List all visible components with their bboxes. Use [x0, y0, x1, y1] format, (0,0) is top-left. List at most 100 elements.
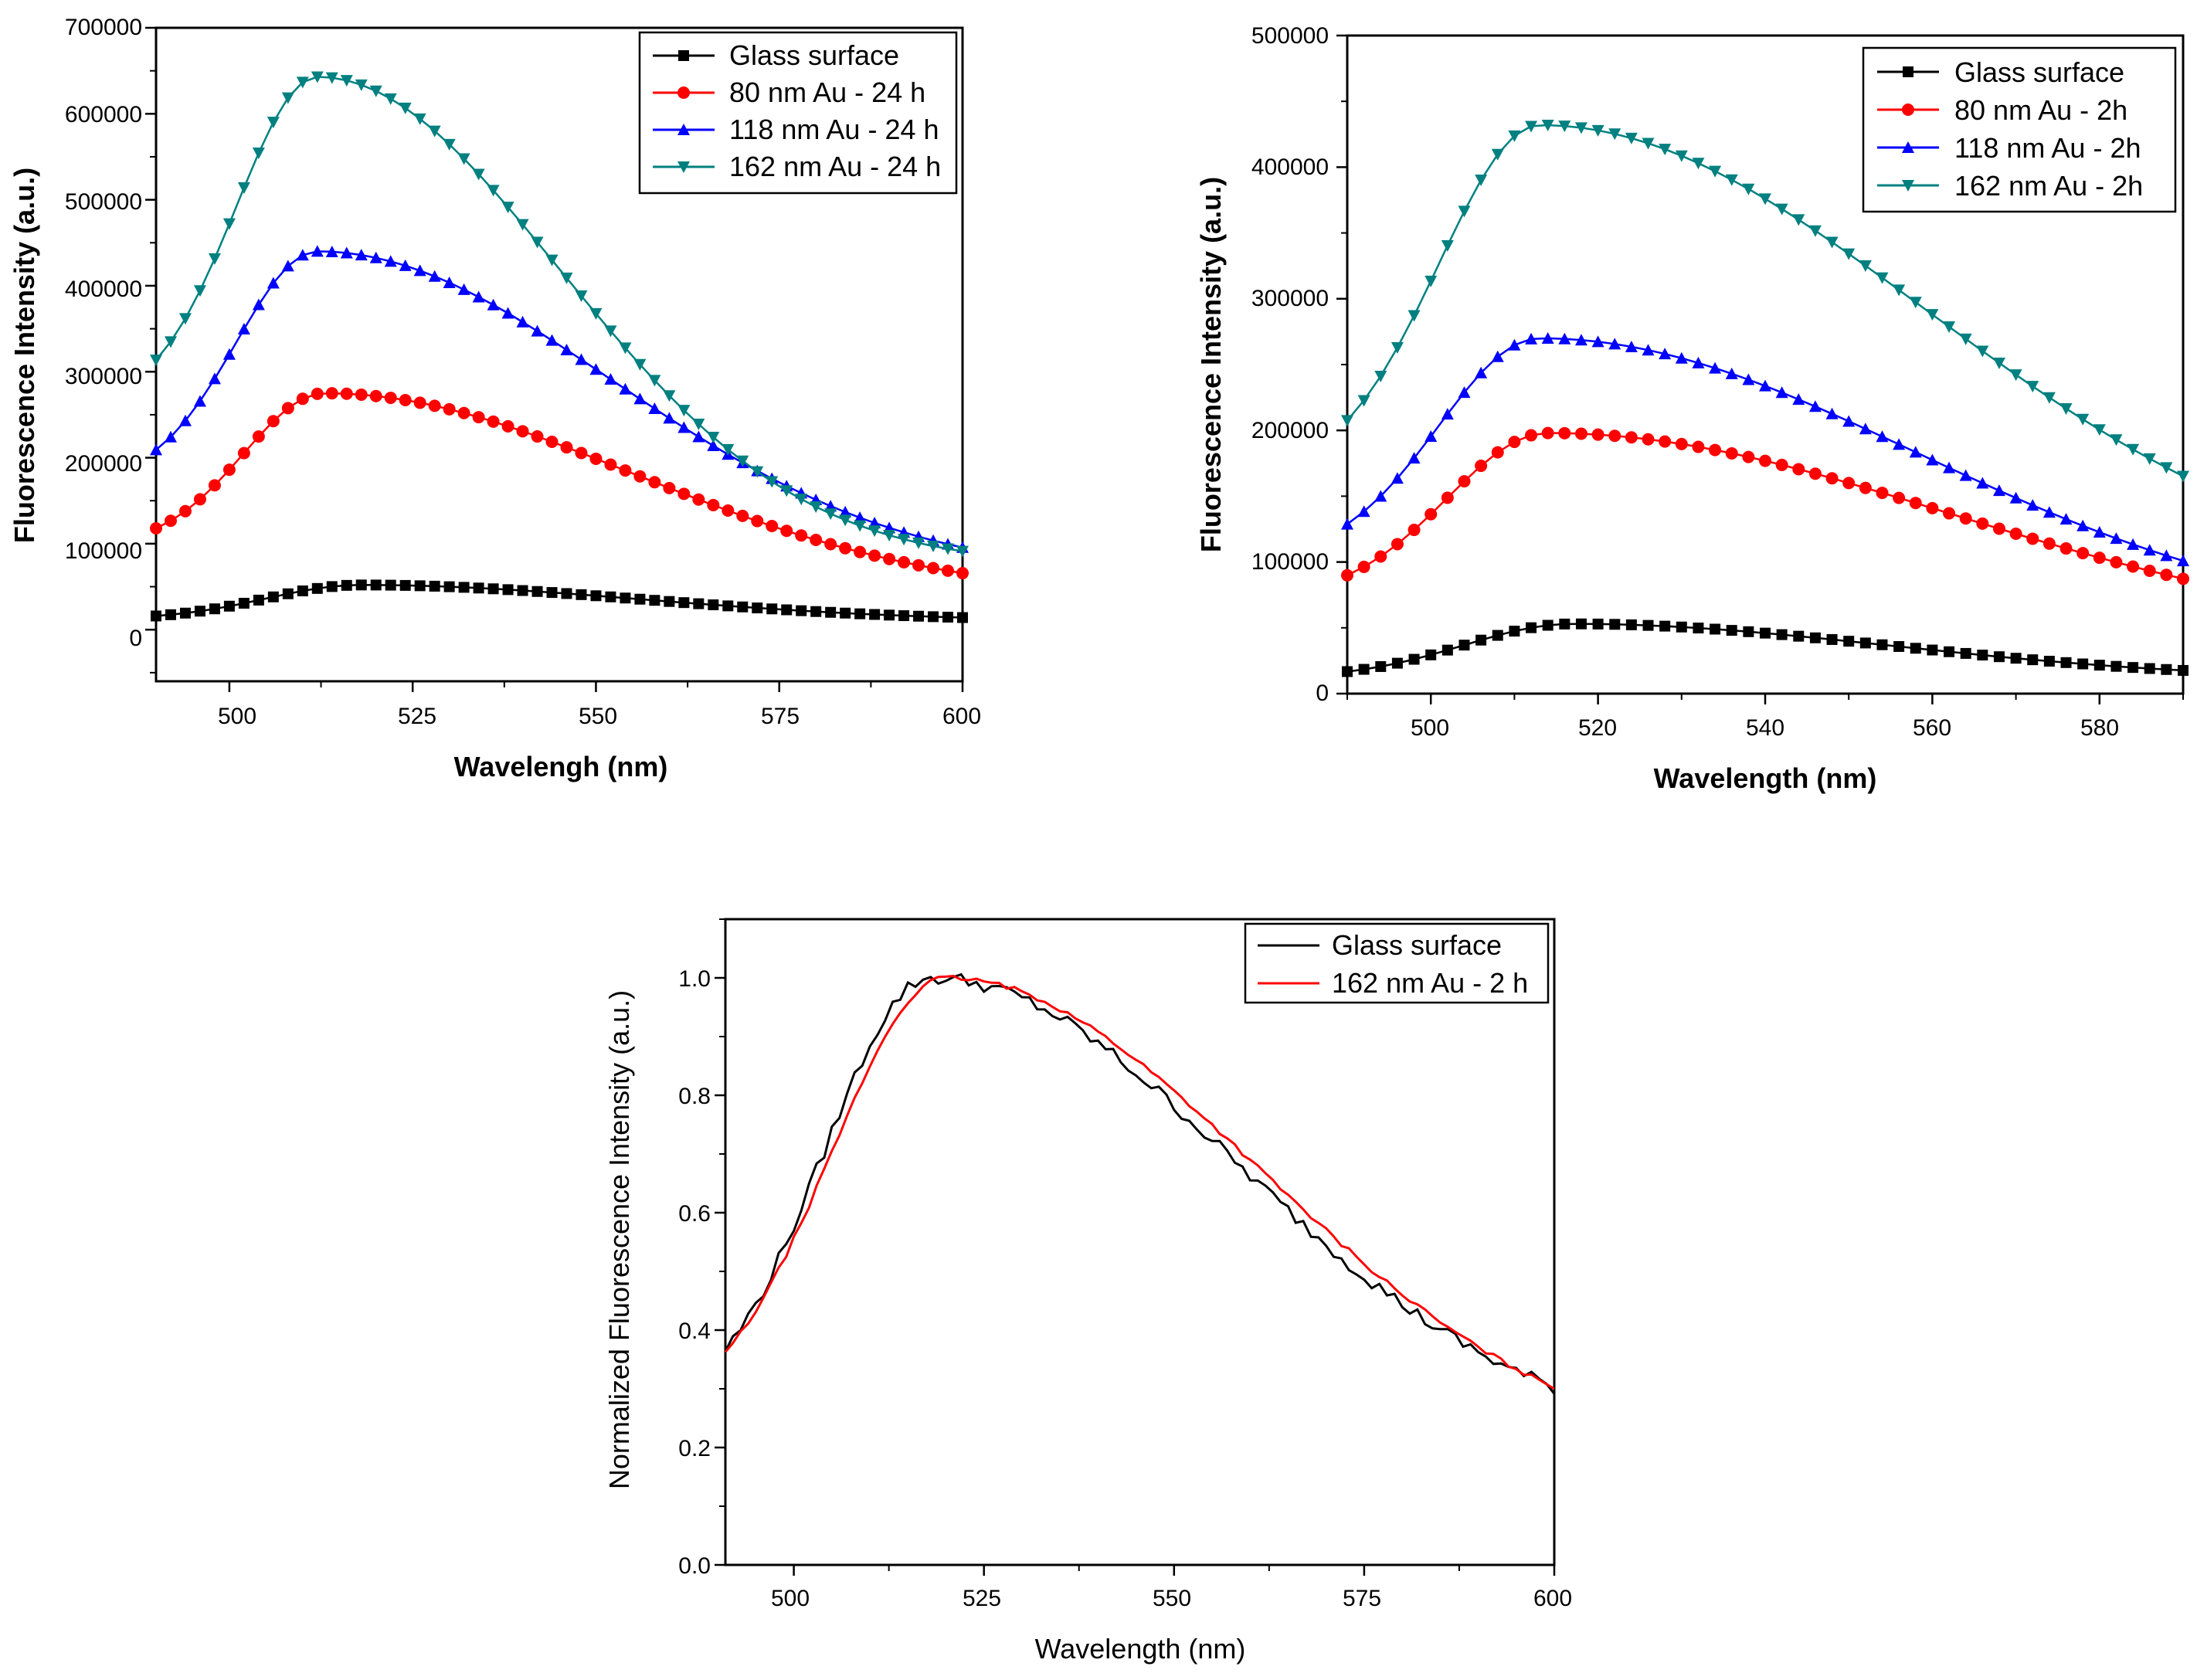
data-point — [751, 514, 764, 528]
data-point — [384, 392, 397, 405]
series-0 — [724, 972, 1556, 1395]
data-point — [649, 595, 660, 606]
data-point — [1558, 120, 1571, 133]
data-point — [1559, 618, 1570, 630]
y-tick-label: 700000 — [65, 15, 142, 40]
data-point — [164, 430, 177, 443]
data-point — [516, 219, 529, 231]
data-point — [1526, 622, 1537, 633]
data-point — [1808, 467, 1822, 480]
x-tick-labels: 500 525 550 575 600 — [771, 1586, 1572, 1611]
data-point — [1408, 452, 1421, 464]
data-point — [1710, 623, 1721, 635]
data-point — [1475, 460, 1488, 473]
data-point — [2076, 519, 2090, 531]
data-point — [472, 290, 485, 303]
data-point — [1575, 618, 1587, 630]
series-0 — [1342, 618, 2189, 677]
data-point — [1508, 338, 1521, 351]
data-point — [1709, 361, 1722, 374]
data-point — [1541, 332, 1554, 344]
legend-sample — [1877, 104, 1939, 116]
data-point — [399, 393, 412, 406]
data-point — [1909, 497, 1922, 510]
data-point — [369, 389, 382, 402]
data-point — [414, 580, 426, 592]
data-point — [164, 336, 177, 348]
data-point — [1441, 239, 1454, 252]
data-point — [501, 202, 514, 214]
data-point — [751, 466, 764, 478]
data-point — [237, 323, 250, 335]
data-point — [531, 236, 544, 249]
data-point — [384, 255, 397, 267]
data-point — [1458, 475, 1471, 488]
data-point — [619, 342, 632, 355]
data-point — [516, 315, 529, 328]
data-point — [311, 582, 323, 594]
y-tick-label: 0.2 — [678, 1436, 711, 1461]
data-point — [825, 606, 837, 618]
data-point — [589, 363, 603, 375]
data-point — [340, 75, 353, 87]
data-point — [208, 372, 221, 385]
data-point — [898, 534, 911, 546]
legend-marker — [1902, 141, 1914, 153]
data-point — [1508, 130, 1521, 142]
data-point — [1608, 429, 1621, 443]
y-tick-label: 0 — [1316, 680, 1329, 706]
data-point — [2010, 653, 2022, 664]
data-point — [883, 530, 896, 542]
series-2 — [150, 245, 969, 553]
x-tick-label: 575 — [1343, 1586, 1381, 1611]
data-point — [1525, 429, 1538, 442]
data-point — [605, 591, 616, 602]
data-point — [370, 579, 382, 591]
data-point — [2143, 453, 2156, 465]
data-point — [780, 485, 793, 497]
data-point — [516, 425, 529, 438]
data-point — [693, 598, 705, 609]
data-point — [1792, 214, 1805, 226]
data-point — [355, 579, 367, 591]
data-point — [1574, 122, 1587, 134]
y-tick-label: 300000 — [1251, 286, 1329, 311]
data-point — [1458, 386, 1471, 399]
y-tick-labels: 0 100000 200000 300000 400000 500000 600… — [65, 15, 142, 651]
series-3 — [150, 71, 969, 558]
data-point — [1675, 351, 1688, 364]
data-point — [868, 549, 881, 562]
data-point — [2127, 538, 2140, 550]
data-point — [1676, 621, 1687, 633]
data-point — [1825, 236, 1839, 249]
tick-layer — [145, 26, 964, 692]
data-point — [1542, 619, 1554, 631]
data-point — [810, 501, 823, 514]
data-point — [487, 298, 500, 311]
x-tick-label: 550 — [579, 704, 617, 729]
data-point — [1558, 426, 1571, 440]
data-point — [223, 600, 235, 612]
data-point — [296, 76, 309, 89]
data-point — [781, 604, 793, 616]
data-point — [1391, 538, 1404, 551]
data-point — [222, 218, 236, 230]
series-layer — [1341, 120, 2189, 677]
data-point — [1375, 660, 1387, 672]
data-point — [1893, 640, 1905, 652]
data-point — [796, 605, 807, 616]
data-point — [193, 493, 206, 506]
data-point — [1959, 469, 1972, 481]
y-tick-label: 300000 — [65, 364, 142, 389]
data-point — [267, 117, 280, 129]
data-point — [560, 343, 573, 355]
data-point — [178, 414, 192, 426]
series-layer — [150, 71, 969, 623]
data-point — [545, 334, 559, 346]
data-point — [2110, 434, 2123, 446]
x-tick-label: 550 — [1153, 1586, 1191, 1611]
data-point — [2110, 532, 2123, 545]
data-point — [2059, 402, 2073, 415]
chart-panel-normalized: 500 525 550 575 600 0.0 0.2 0.4 0.6 0.8 … — [603, 918, 1572, 1665]
